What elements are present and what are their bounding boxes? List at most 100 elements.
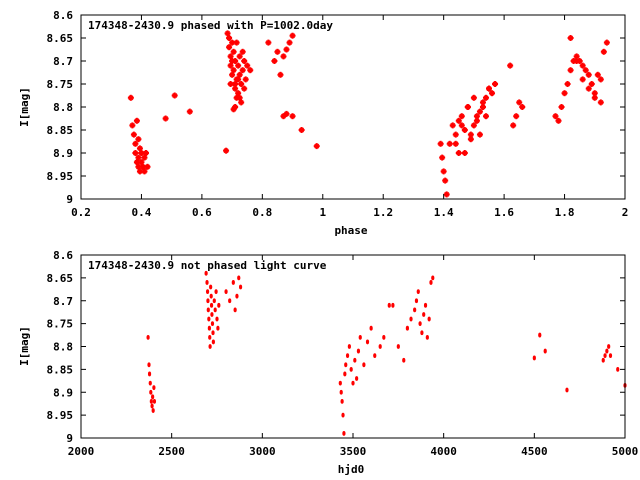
phased-y-tick-label: 8.75 [47, 78, 74, 91]
unphased-data-point [607, 344, 611, 349]
phased-data-point [452, 140, 459, 147]
phased-data-point [564, 81, 571, 87]
unphased-data-point [149, 389, 153, 395]
phased-data-point [232, 104, 239, 110]
phased-data-point [442, 177, 449, 184]
phased-x-tick-label: 0.4 [132, 206, 152, 219]
unphased-data-point [152, 385, 156, 391]
phased-data-point [132, 140, 139, 147]
unphased-data-point [238, 284, 243, 290]
phased-data-point [594, 71, 601, 78]
phased-data-point [132, 150, 139, 156]
phased-data-point [130, 131, 137, 138]
phased-y-tick-label: 8.8 [53, 101, 73, 114]
unphased-data-point [214, 289, 218, 294]
unphased-data-point [356, 348, 361, 354]
unphased-x-tick-label: 2500 [158, 445, 185, 458]
unphased-data-point [616, 366, 620, 372]
unphased-data-point [211, 339, 215, 345]
unphased-data-point [148, 380, 152, 386]
phased-data-point [446, 140, 453, 147]
phased-data-point [227, 81, 234, 87]
unphased-data-point [339, 389, 343, 395]
phased-y-tick-label: 8.6 [53, 9, 73, 22]
unphased-data-point [151, 394, 155, 400]
phased-data-point [238, 99, 245, 106]
phased-data-point [235, 62, 242, 69]
phased-data-point [461, 127, 468, 133]
phased-data-point [298, 127, 305, 133]
phased-x-tick-label: 0.6 [192, 206, 212, 219]
phased-data-point [479, 104, 486, 110]
phased-data-point [567, 35, 574, 41]
unphased-data-point [208, 334, 212, 340]
phased-data-point [461, 150, 468, 156]
unphased-data-point [565, 387, 569, 393]
unphased-data-point [205, 280, 209, 285]
unphased-data-point [405, 325, 409, 331]
phased-plot-title: 174348-2430.9 phased with P=1002.0day [88, 19, 333, 32]
unphased-data-point [340, 399, 344, 404]
phased-x-tick-label: 0.2 [71, 206, 91, 219]
unphased-x-axis-label: hjd0 [338, 463, 365, 476]
unphased-data-points [146, 270, 627, 436]
unphased-data-point [150, 403, 154, 409]
unphased-data-point [345, 353, 350, 359]
phased-data-point [513, 113, 520, 120]
phased-data-point [558, 104, 565, 110]
phased-data-point [141, 154, 148, 161]
phased-data-point [274, 48, 281, 55]
phased-light-curve-panel: 0.2 0.4 0.6 0.8 1 1.2 1.4 1.6 1.8 2 8.6 8.65 8.7 8.75… [18, 9, 628, 237]
phased-data-point [239, 67, 246, 74]
unphased-data-point [338, 380, 342, 386]
phased-data-point [510, 122, 517, 129]
phased-data-point [489, 90, 496, 97]
phased-data-point [236, 53, 243, 60]
unphased-data-point [358, 334, 362, 340]
unphased-data-point [147, 362, 151, 368]
unphased-data-point [532, 355, 536, 361]
phased-x-tick-label: 1.6 [494, 206, 514, 219]
phased-data-point [470, 94, 477, 101]
unphased-data-point [207, 325, 211, 331]
phased-data-point [232, 85, 239, 92]
unphased-data-point [211, 330, 215, 336]
unphased-data-point [416, 289, 420, 294]
phased-data-point [561, 90, 568, 97]
phased-data-point [142, 150, 149, 156]
phased-data-point [226, 44, 233, 51]
phased-data-point [135, 154, 142, 161]
phased-x-axis-label: phase [334, 224, 367, 237]
unphased-data-point [208, 344, 212, 349]
phased-data-point [133, 159, 140, 166]
phased-data-point [138, 159, 145, 166]
phased-data-point [482, 113, 489, 120]
phased-data-point [482, 94, 489, 101]
phased-data-point [244, 62, 251, 69]
unphased-x-tick-label: 2000 [68, 445, 95, 458]
unphased-data-point [209, 293, 213, 299]
unphased-data-point [351, 380, 355, 386]
phased-x-tick-label: 0.8 [252, 206, 272, 219]
phased-data-points [127, 30, 610, 198]
phased-data-point [230, 67, 237, 74]
unphased-data-point [151, 408, 155, 413]
phased-data-point [136, 145, 143, 152]
phased-data-point [127, 94, 134, 101]
unphased-data-point [387, 302, 391, 308]
phased-x-tick-label: 1.4 [434, 206, 454, 219]
phased-x-tick-label: 1.8 [555, 206, 575, 219]
unphased-data-point [206, 307, 210, 313]
phased-data-point [227, 62, 234, 69]
unphased-data-point [349, 366, 353, 372]
phased-y-axis-label: I[mag] [18, 87, 31, 127]
phased-y-tick-label: 8.95 [47, 170, 74, 183]
unphased-data-point [152, 399, 157, 404]
phased-data-point [162, 115, 169, 122]
unphased-y-tick-label: 8.75 [47, 318, 74, 331]
phased-data-point [443, 191, 450, 198]
unphased-data-point [228, 298, 232, 304]
phased-data-point [313, 143, 320, 150]
phased-data-point [455, 150, 462, 156]
phased-data-point [223, 147, 230, 154]
